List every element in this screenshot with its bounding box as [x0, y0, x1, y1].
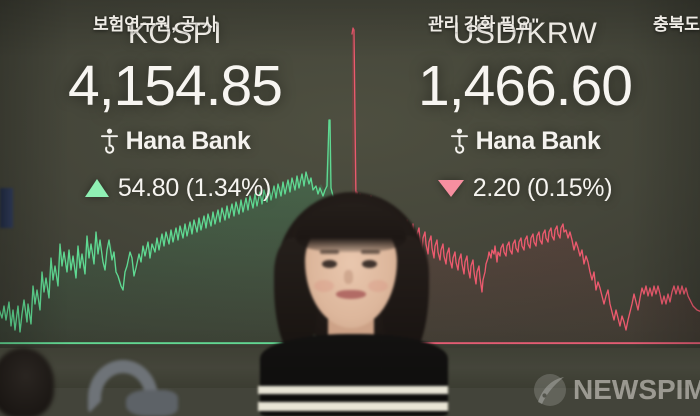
ticker-text-middle: 관리 강화 필요"	[428, 15, 540, 34]
kospi-baseline	[0, 342, 338, 345]
kospi-title: KOSPI	[127, 17, 223, 50]
kospi-panel: KOSPI 4,154.85 Hana Bank 54.80 (1.34%)	[0, 18, 350, 203]
newspim-watermark-text: NEWSPIM	[573, 374, 700, 405]
usdkrw-panel: USD/KRW 1,466.60 Hana Bank 2.20 (0.15%)	[350, 18, 700, 203]
kospi-change-row: 54.80 (1.34%)	[0, 174, 350, 203]
second-person-head-foreground	[0, 348, 54, 416]
triangle-down-icon	[437, 179, 464, 197]
person-foreground	[258, 186, 448, 416]
kospi-change-text: 54.80 (1.34%)	[117, 173, 272, 202]
chair-body	[126, 390, 178, 416]
nose	[344, 270, 353, 284]
ticker-text-left: 보험연구원, 공·사	[93, 15, 218, 34]
usdkrw-baseline	[352, 342, 700, 345]
cheek-left	[314, 280, 334, 292]
ticker-text-right: 충북도,	[653, 15, 700, 34]
chair-headrest-foreground	[88, 360, 178, 416]
eyebrow-left	[320, 250, 339, 254]
sweater-stripe	[258, 402, 448, 411]
usdkrw-value: 1,466.60	[418, 53, 633, 118]
newspim-watermark: NEWSPIM	[533, 372, 700, 408]
triangle-up-icon	[84, 179, 109, 197]
kospi-brand-label: Hana Bank	[125, 126, 251, 155]
mouth	[336, 290, 366, 299]
eye-right	[362, 260, 377, 268]
eyebrow-right	[361, 250, 380, 254]
kospi-brand: Hana Bank	[0, 127, 350, 156]
hair-bangs	[296, 204, 406, 252]
kospi-value: 4,154.85	[68, 53, 283, 118]
cheek-right	[368, 280, 388, 292]
usdkrw-brand-label: Hana Bank	[475, 126, 601, 155]
usdkrw-title: USD/KRW	[452, 17, 598, 50]
hana-bank-figure-icon	[450, 128, 468, 154]
usdkrw-brand: Hana Bank	[350, 127, 700, 156]
sweater-stripe	[258, 386, 448, 394]
usdkrw-change-text: 2.20 (0.15%)	[472, 173, 613, 202]
newspim-circle-logo-icon	[534, 374, 566, 406]
usdkrw-change-row: 2.20 (0.15%)	[350, 174, 700, 203]
kospi-line	[0, 119, 338, 333]
foreground-monitor-edge	[0, 188, 13, 228]
kospi-area	[0, 120, 337, 344]
usdkrw-area	[352, 28, 700, 344]
hana-bank-figure-icon	[100, 128, 118, 154]
eye-left	[322, 260, 337, 268]
kospi-chart	[0, 119, 338, 345]
